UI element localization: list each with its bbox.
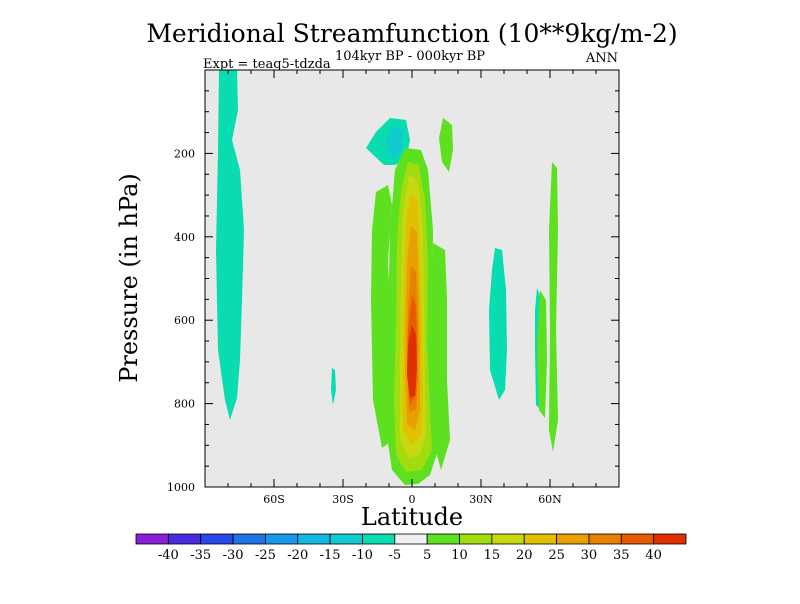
colorbar-label: 25 — [548, 548, 565, 563]
colorbar-swatch — [653, 533, 687, 545]
colorbar-label: -40 — [158, 548, 179, 563]
colorbar-swatch — [167, 533, 202, 545]
colorbar-swatch — [232, 533, 266, 545]
colorbar-label: -15 — [320, 548, 341, 563]
x-axis-label: Latitude — [361, 503, 463, 531]
colorbar-label: -20 — [287, 548, 308, 563]
colorbar-swatch — [394, 533, 428, 545]
colorbar-label: 40 — [645, 548, 662, 563]
colorbar-label: -35 — [190, 548, 211, 563]
colorbar-label: -5 — [388, 548, 401, 563]
x-tick-label: 60S — [263, 493, 285, 506]
colorbar-swatch — [297, 533, 331, 545]
x-tick-label: 30S — [332, 493, 354, 506]
y-axis-label: Pressure (in hPa) — [115, 173, 143, 383]
contour-nh-upper-positive — [439, 118, 453, 172]
colorbar-swatch — [459, 533, 493, 545]
y-tick-label: 1000 — [167, 481, 195, 494]
contour-sh-polar-negative — [216, 70, 244, 420]
y-tick-label: 200 — [174, 147, 195, 160]
y-tick-label: 800 — [174, 398, 195, 411]
colorbar-swatch — [523, 533, 557, 545]
contour-upper-eq-core — [386, 126, 403, 158]
colorbar-swatch — [491, 533, 525, 545]
colorbar-label: 15 — [484, 548, 501, 563]
colorbar-swatch — [329, 533, 363, 545]
colorbar: -40 -35 -30 -25 -20 -15 -10 -5 5 10 15 20 25 30 35 40 — [135, 533, 687, 563]
colorbar-swatch — [135, 533, 169, 545]
colorbar-swatch — [362, 533, 396, 545]
y-tick-label: 400 — [174, 231, 195, 244]
x-tick-label: 30N — [469, 493, 493, 506]
colorbar-swatch — [200, 533, 234, 545]
colorbar-swatch — [588, 533, 622, 545]
contour-nh-mid-positive-upper — [537, 290, 547, 418]
axis-ticks: 60S 30S 0 30N 60N 200 400 600 800 1000 — [167, 70, 619, 506]
colorbar-label: -25 — [255, 548, 276, 563]
colorbar-label: 35 — [613, 548, 630, 563]
colorbar-swatch — [556, 533, 590, 545]
colorbar-swatch — [426, 533, 460, 545]
contour-nh-mid-positive-lower — [549, 162, 558, 452]
x-tick-label: 60N — [538, 493, 562, 506]
contour-sh-small-negative — [331, 368, 336, 405]
colorbar-label: -10 — [352, 548, 373, 563]
colorbar-label: 20 — [516, 548, 533, 563]
chart-subtitle: 104kyr BP - 000kyr BP — [335, 49, 485, 64]
season-label: ANN — [585, 51, 618, 66]
colorbar-label: 5 — [423, 548, 431, 563]
chart-title: Meridional Streamfunction (10**9kg/m-2) — [146, 19, 677, 48]
y-tick-label: 600 — [174, 314, 195, 327]
colorbar-swatch — [620, 533, 655, 545]
contour-layer — [216, 70, 558, 485]
contour-nh-sub-negative — [489, 248, 507, 400]
experiment-label: Expt = teaq5-tdzda — [203, 57, 331, 72]
x-tick-label: 0 — [409, 493, 416, 506]
colorbar-label: 10 — [451, 548, 468, 563]
colorbar-swatch — [265, 533, 299, 545]
colorbar-label: 30 — [581, 548, 598, 563]
colorbar-label: -30 — [223, 548, 244, 563]
contour-eq-40 — [407, 325, 417, 398]
